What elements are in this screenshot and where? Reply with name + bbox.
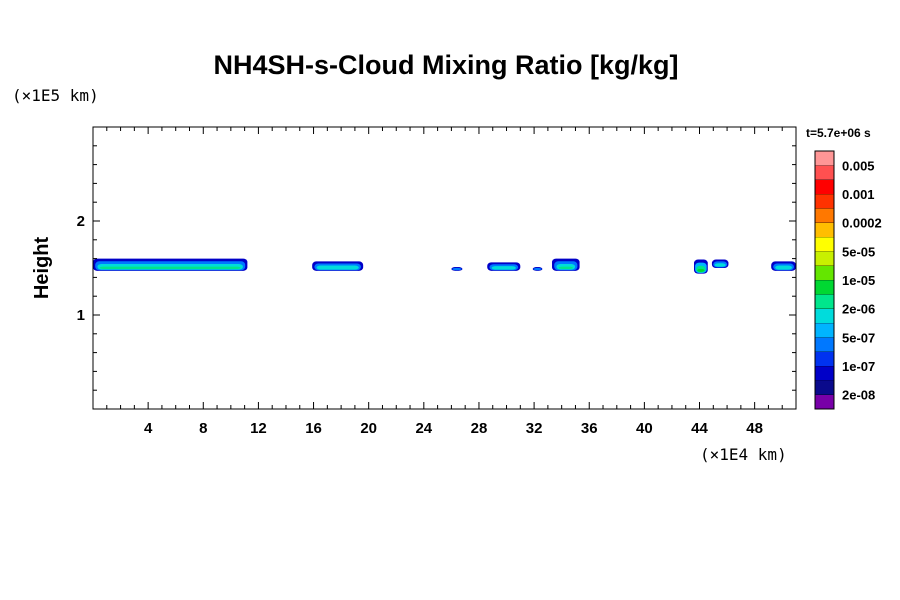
colorbar-label: 0.0002 [842,216,882,231]
colorbar-swatch [815,394,834,409]
colorbar-swatch [815,323,834,338]
x-tick-label: 20 [360,420,377,437]
cloud-contour [558,266,573,270]
cloud-patch [711,259,729,268]
colorbar-swatch [815,265,834,280]
cloud-contour [775,265,793,270]
y-unit-label: (×1E5 km) [12,86,99,105]
x-tick-label: 28 [471,420,488,437]
colorbar-frame [814,150,835,410]
x-tick-label: 4 [144,420,153,437]
colorbar-swatch [815,222,834,237]
colorbar-swatch [815,351,834,366]
cloud-patch [451,267,463,271]
x-tick-label: 24 [415,420,432,437]
colorbar-swatch [815,237,834,252]
cloud-contour [491,266,516,270]
cloud-patch [552,258,580,271]
cloud-contour [99,266,241,270]
x-tick-label: 8 [199,420,207,437]
colorbar-swatch [815,337,834,352]
colorbar-swatch [815,179,834,194]
time-label: t=5.7e+06 s [806,126,871,140]
x-tick-label: 48 [746,420,763,437]
x-tick-label: 44 [691,420,708,437]
x-tick-label: 12 [250,420,267,437]
cloud-contour [452,267,462,271]
x-axis: 4 8 12 16 20 24 28 32 36 40 44 48 [106,127,783,437]
colorbar-label: 1e-07 [842,359,875,374]
x-tick-label: 40 [636,420,653,437]
colorbar-label: 5e-05 [842,244,875,259]
cloud-patch [93,258,248,271]
colorbar-swatch [815,280,834,295]
colorbar-swatch [815,165,834,180]
colorbar-label: 2e-08 [842,388,875,403]
x-tick-label: 36 [581,420,598,437]
cloud-patch [487,262,521,271]
cloud-patch [532,267,543,271]
colorbar-swatch [815,208,834,223]
y-axis: 12 [77,145,796,391]
colorbar-swatch [815,380,834,395]
colorbar: 2e-08 1e-07 5e-07 2e-06 1e-05 5e-05 0.0002 0.00… [814,150,882,410]
colorbar-swatch [815,194,834,209]
plot-frame [92,126,797,410]
x-tick-label: 16 [305,420,322,437]
x-tick-label: 32 [526,420,543,437]
chart-title: NH4SH-s-Cloud Mixing Ratio [kg/kg] [214,50,679,80]
y-tick-label: 2 [77,213,85,230]
y-axis-label: Height [31,237,53,300]
cloud-field [93,258,796,274]
colorbar-label: 0.001 [842,187,875,202]
colorbar-swatch [815,308,834,323]
cloud-contour [714,263,726,267]
colorbar-label: 0.005 [842,158,875,173]
y-tick-label: 1 [77,307,85,324]
colorbar-label: 5e-07 [842,330,875,345]
cloud-contour [316,265,359,270]
colorbar-label: 2e-06 [842,302,875,317]
colorbar-swatch [815,251,834,266]
cloud-patch [771,261,796,271]
cloud-contour [533,267,542,271]
x-unit-label: (×1E4 km) [700,445,787,464]
cloud-contour [697,268,705,272]
colorbar-label: 1e-05 [842,273,875,288]
colorbar-swatch [815,151,834,166]
colorbar-swatch [815,366,834,381]
cloud-patch [693,259,708,274]
colorbar-swatch [815,294,834,309]
cloud-patch [312,261,364,271]
